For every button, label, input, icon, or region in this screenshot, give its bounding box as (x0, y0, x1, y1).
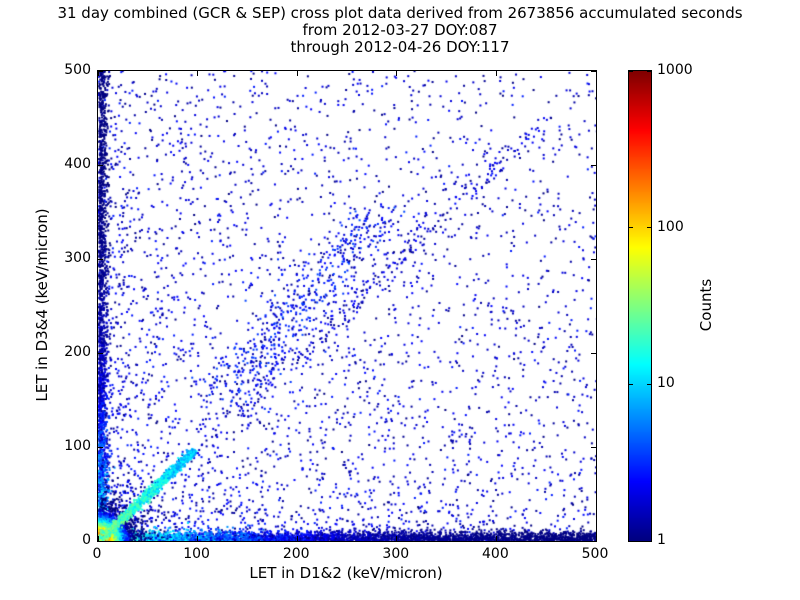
y-tick-label: 200 (64, 344, 91, 360)
tick-mark (647, 227, 651, 229)
tick-mark (98, 352, 103, 354)
cb-tick-labels: 1 10 100 1000 (657, 62, 703, 548)
tick-mark (98, 540, 103, 542)
tick-mark (98, 258, 103, 260)
tick-mark (197, 71, 199, 76)
x-tick-label: 200 (282, 546, 310, 562)
y-tick-label: 100 (64, 438, 91, 454)
tick-mark (98, 446, 103, 448)
tick-mark (647, 70, 651, 72)
chart-title: 31 day combined (GCR & SEP) cross plot d… (57, 4, 743, 22)
y-tick-label: 500 (64, 62, 91, 78)
tick-mark (591, 446, 596, 448)
y-tick-label: 300 (64, 250, 91, 266)
x-tick-label: 100 (183, 546, 210, 562)
colorbar-canvas (629, 71, 651, 541)
plot-area (97, 70, 597, 542)
tick-mark (197, 536, 199, 541)
tick-mark (595, 536, 597, 541)
x-axis-label: LET in D1&2 (keV/micron) (249, 564, 443, 582)
tick-mark (296, 536, 298, 541)
tick-mark (396, 71, 398, 76)
tick-mark (629, 383, 633, 385)
tick-mark (595, 71, 597, 76)
tick-mark (629, 227, 633, 229)
scatter-canvas (98, 71, 596, 541)
colorbar-tick-label: 1 (657, 532, 666, 548)
tick-mark (591, 258, 596, 260)
chart-subtitle-through: through 2012-04-26 DOY:117 (290, 38, 510, 56)
colorbar-tick-label: 10 (657, 375, 675, 392)
colorbar-tick-label: 100 (657, 218, 684, 235)
colorbar (628, 70, 652, 542)
y-tick-label: 400 (64, 156, 91, 172)
tick-mark (97, 536, 99, 541)
chart-subtitle-from: from 2012-03-27 DOY:087 (302, 21, 498, 39)
x-tick-label: 400 (482, 546, 509, 562)
y-tick-labels: 0 100 200 300 400 500 (51, 62, 91, 548)
tick-mark (647, 383, 651, 385)
tick-mark (495, 536, 497, 541)
tick-mark (97, 71, 99, 76)
tick-mark (396, 536, 398, 541)
x-tick-label: 300 (382, 546, 410, 562)
y-tick-label: 0 (82, 532, 91, 548)
tick-mark (629, 540, 633, 542)
y-axis-label: LET in D3&4 (keV/micron) (33, 208, 51, 402)
colorbar-tick-label: 1000 (657, 62, 693, 78)
x-tick-label: 500 (581, 546, 609, 562)
tick-mark (591, 540, 596, 542)
colorbar-label: Counts (697, 278, 715, 332)
tick-mark (591, 164, 596, 166)
tick-mark (591, 70, 596, 72)
tick-mark (98, 164, 103, 166)
tick-mark (296, 71, 298, 76)
tick-mark (98, 70, 103, 72)
x-tick-labels: 0 100 200 300 400 500 (93, 546, 609, 562)
x-tick-label: 0 (92, 546, 102, 562)
tick-mark (629, 70, 633, 72)
tick-mark (591, 352, 596, 354)
tick-mark (647, 540, 651, 542)
tick-mark (495, 71, 497, 76)
